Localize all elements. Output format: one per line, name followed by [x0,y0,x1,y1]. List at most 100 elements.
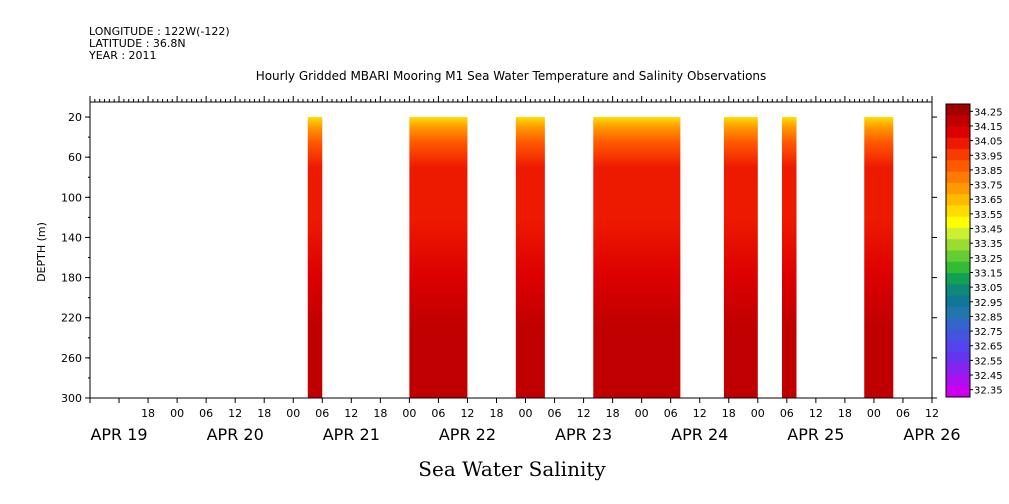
x-hour-label: 12 [925,407,939,420]
x-hour-label: 12 [577,407,591,420]
colorbar-level-label: 33.05 [974,283,1003,294]
data-segment-7 [864,117,894,399]
colorbar-level-label: 33.85 [974,166,1003,177]
data-segment-3 [515,117,545,399]
colorbar-swatch [946,149,970,161]
colorbar-swatch [946,227,970,240]
colorbar-swatch [946,126,970,139]
colorbar-level-label: 33.55 [974,210,1003,221]
x-hour-label: 18 [606,407,620,420]
data-segment-2 [409,117,468,399]
colorbar-level-label: 32.75 [974,327,1003,338]
x-hour-label: 12 [809,407,823,420]
x-date-label: APR 25 [787,425,844,444]
plot-frame [89,101,933,399]
colorbar-swatch [946,104,970,116]
data-segment-1 [307,117,323,399]
x-hour-label: 00 [635,407,649,420]
colorbar-swatch [946,374,970,387]
x-date-label: APR 19 [90,425,147,444]
x-hour-label: 12 [693,407,707,420]
colorbar-swatch [946,306,970,319]
x-hour-label: 18 [722,407,736,420]
colorbar-swatch [946,160,970,173]
colorbar-level-label: 32.35 [974,386,1003,397]
colorbar-swatch [946,385,970,398]
latitude-label: LATITUDE : 36.8N [89,37,186,50]
x-hour-label: 06 [548,407,562,420]
colorbar-swatch [946,273,970,285]
colorbar-level-label: 32.65 [974,342,1003,353]
colorbar-swatch [946,261,970,274]
colorbar-swatch [946,318,970,330]
colorbar-level-label: 33.95 [974,151,1003,162]
x-hour-label: 18 [373,407,387,420]
colorbar-swatch [946,216,970,229]
data-segment-6 [781,117,797,399]
colorbar-level-label: 34.05 [974,137,1003,148]
x-date-label: APR 23 [555,425,612,444]
x-hour-label: 18 [257,407,271,420]
colorbar-level-label: 34.15 [974,122,1003,133]
colorbar-level-label: 32.45 [974,371,1003,382]
colorbar-level-label: 33.35 [974,239,1003,250]
colorbar-swatch [946,284,970,297]
colorbar-level-label: 33.45 [974,225,1003,236]
colorbar-swatch [946,363,970,375]
data-segment-4 [593,117,681,399]
y-tick-label: 260 [61,352,82,365]
x-hour-label: 00 [519,407,533,420]
colorbar-swatch [946,295,970,308]
x-hour-label: 12 [344,407,358,420]
colorbar-swatch [946,194,970,206]
colorbar-swatch [946,205,970,218]
x-hour-label: 18 [838,407,852,420]
colorbar: 34.25 34.15 34.05 33.95 33.85 33.75 33.65 33.55… [945,103,1003,398]
colorbar-swatch [946,340,970,353]
colorbar-level-label: 32.95 [974,298,1003,309]
y-tick-label: 60 [68,151,82,164]
x-date-label: APR 26 [903,425,960,444]
x-hour-label: 06 [315,407,329,420]
x-date-label: APR 22 [439,425,496,444]
colorbar-swatch [946,351,970,364]
longitude-label: LONGITUDE : 122W(-122) [89,25,230,38]
x-date-label: APR 21 [323,425,380,444]
x-hour-label: 00 [286,407,300,420]
colorbar-swatch [946,329,970,342]
x-hour-label: 00 [751,407,765,420]
x-hour-label: 18 [489,407,503,420]
x-hour-label: 12 [460,407,474,420]
year-label: YEAR : 2011 [88,49,157,62]
colorbar-level-label: 32.55 [974,356,1003,367]
colorbar-swatch [946,182,970,195]
x-hour-label: 06 [664,407,678,420]
x-hour-label: 00 [170,407,184,420]
axes: 20 60 100 140 180 220 260 300 18 00 06 12 18 00 06 12 18… [61,96,961,444]
x-hour-label: 06 [199,407,213,420]
colorbar-level-label: 33.15 [974,268,1003,279]
x-hour-label: 06 [896,407,910,420]
y-tick-label: 100 [61,191,82,204]
colorbar-level-label: 33.75 [974,181,1003,192]
x-hour-label: 00 [867,407,881,420]
x-hour-label: 06 [780,407,794,420]
y-axis-label: DEPTH (m) [35,222,48,282]
data-segment-5 [723,117,758,399]
colorbar-level-label: 33.25 [974,254,1003,265]
plot-area [307,117,894,399]
y-tick-label: 20 [68,111,82,124]
colorbar-level-label: 32.85 [974,312,1003,323]
x-axis-label: Sea Water Salinity [418,457,606,481]
x-date-label: APR 24 [671,425,728,444]
colorbar-level-label: 34.25 [974,107,1003,118]
colorbar-frame [945,103,971,398]
x-hour-label: 12 [228,407,242,420]
colorbar-level-label: 33.65 [974,195,1003,206]
x-hour-label: 18 [141,407,155,420]
colorbar-swatch [946,137,970,150]
x-date-label: APR 20 [207,425,264,444]
x-hour-label: 00 [402,407,416,420]
chart-title: Hourly Gridded MBARI Mooring M1 Sea Wate… [256,69,767,83]
